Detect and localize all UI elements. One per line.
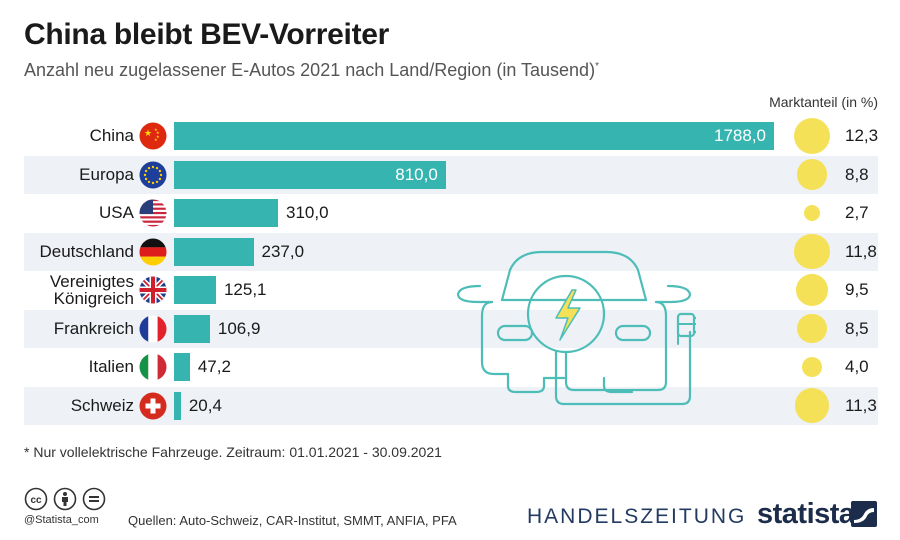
no-derivatives-icon[interactable] (82, 487, 106, 511)
statista-handle[interactable]: @Statista_com (24, 514, 99, 526)
creative-commons-icon[interactable]: cc (24, 487, 48, 511)
market-share-value: 2,7 (845, 203, 869, 222)
market-share-value: 9,5 (845, 280, 869, 299)
attribution-icon[interactable] (53, 487, 77, 511)
market-share-value: 12,3 (845, 126, 879, 145)
category-label: Vereinigtes Königreich (50, 273, 134, 307)
market-share-dot (803, 204, 821, 222)
value-label: 125,1 (223, 280, 267, 299)
china-flag-icon: ★ ★★★★ (139, 122, 167, 150)
value-label: 47,2 (197, 357, 231, 376)
value-label: 310,0 (286, 203, 329, 222)
svg-text:cc: cc (30, 495, 42, 506)
handelszeitung-logo[interactable]: HANDELSZEITUNG (527, 505, 747, 528)
usa-flag-icon (139, 199, 167, 227)
bar (174, 160, 446, 189)
category-label: Deutschland (39, 241, 134, 261)
market-share-value: 11,8 (845, 241, 877, 261)
category-label: Europa (79, 164, 134, 184)
value-label: 237,0 (261, 241, 305, 261)
value-label: 810,0 (395, 164, 438, 184)
market-share-value: 8,8 (845, 164, 869, 184)
bar (174, 314, 210, 343)
market-share-header: Marktanteil (in %) (769, 94, 878, 110)
svg-text:★: ★ (154, 137, 158, 142)
category-label: USA (99, 203, 134, 222)
statista-logo[interactable]: statista (757, 498, 855, 530)
market-share-dot (797, 313, 827, 344)
market-share-dot (796, 274, 828, 306)
footnote: * Nur vollelektrische Fahrzeuge. Zeitrau… (24, 444, 442, 460)
market-share-dot (796, 159, 828, 190)
market-share-value: 11,3 (845, 395, 877, 415)
subtitle-text: Anzahl neu zugelassener E-Autos 2021 nac… (24, 60, 596, 80)
value-label: 1788,0 (714, 126, 766, 145)
electric-car-icon (456, 250, 696, 406)
france-flag-icon (139, 315, 167, 342)
sources: Quellen: Auto-Schweiz, CAR-Institut, SMM… (128, 513, 457, 528)
subtitle-footnote-mark: * (595, 61, 599, 72)
value-label: 20,4 (188, 395, 222, 415)
category-label: China (89, 126, 134, 145)
chart-title: China bleibt BEV-Vorreiter (24, 18, 390, 51)
bar (174, 276, 216, 304)
category-label-line: Königreich (53, 289, 134, 308)
bar (174, 353, 190, 381)
svg-text:★: ★ (154, 127, 158, 132)
eu-flag-icon (139, 161, 167, 188)
market-share-dot (801, 356, 823, 378)
switzerland-flag-icon (139, 392, 167, 419)
category-label-line: Vereinigtes (49, 272, 134, 291)
uk-flag-icon (139, 276, 167, 304)
bar (174, 391, 181, 420)
svg-text:★: ★ (156, 134, 160, 139)
market-share-value: 8,5 (845, 318, 869, 338)
chart-subtitle: Anzahl neu zugelassener E-Autos 2021 nac… (24, 60, 599, 81)
market-share-dot (794, 118, 830, 154)
market-share-dot (794, 388, 830, 423)
statista-logo-icon (851, 501, 877, 527)
svg-text:★: ★ (144, 128, 152, 138)
germany-flag-icon (139, 238, 167, 265)
category-label: Frankreich (53, 318, 134, 338)
bar (174, 237, 254, 266)
category-label: Italien (88, 357, 134, 376)
value-label: 106,9 (217, 318, 261, 338)
market-share-dot (794, 233, 830, 270)
svg-text:★: ★ (156, 130, 160, 135)
category-label: Schweiz (70, 395, 134, 415)
bar (174, 199, 278, 227)
market-share-value: 4,0 (845, 357, 869, 376)
italy-flag-icon (139, 353, 167, 381)
bar (174, 122, 774, 150)
